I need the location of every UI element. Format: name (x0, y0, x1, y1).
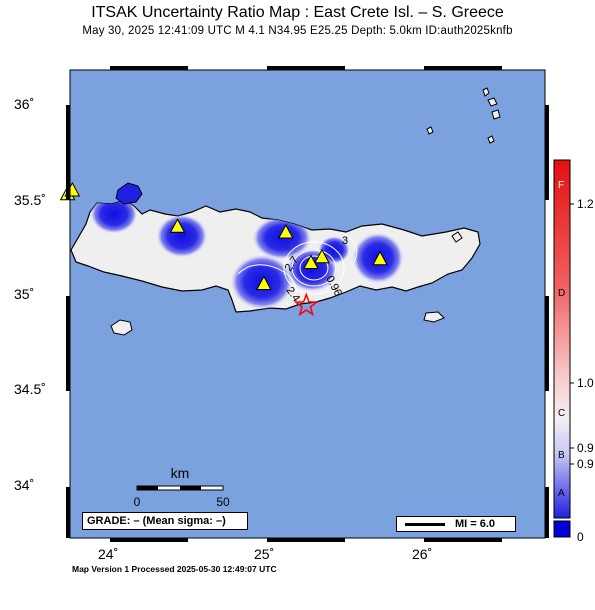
scale-bar (136, 485, 224, 491)
station-triangle (278, 223, 294, 239)
lon-label-26: 26˚ (412, 546, 433, 562)
lat-label-34-5: 34.5˚ (14, 381, 46, 397)
colorbar-value-0: 0 (577, 530, 584, 544)
colorbar-grade-a: A (558, 488, 565, 499)
contour-label: 3 (342, 235, 348, 247)
sea-area (70, 70, 545, 538)
lat-label-35-5: 35.5˚ (14, 192, 46, 208)
colorbar-grade-b: B (558, 450, 565, 461)
colorbar-grade-c: C (558, 408, 566, 419)
mi-legend: MI = 6.0 (396, 516, 516, 532)
frame-tick (66, 296, 70, 391)
contour-lines (237, 233, 358, 301)
lat-label-35: 35˚ (14, 286, 35, 302)
scale-unit: km (171, 465, 190, 481)
frame-tick (545, 105, 549, 200)
colorbar-grade-f: F (558, 180, 565, 191)
mi-legend-label: MI = 6.0 (455, 518, 496, 530)
frame-tick (110, 538, 188, 542)
map-title: ITSAK Uncertainty Ratio Map : East Crete… (91, 4, 504, 21)
lat-label-34: 34˚ (14, 477, 35, 493)
event-info: May 30, 2025 12:41:09 UTC M 4.1 N34.95 E… (82, 25, 513, 37)
frame-tick (110, 66, 188, 70)
colorbar-value-0-9b: 0.9 (577, 457, 594, 471)
station-triangle (256, 275, 272, 291)
epicenter-marker (293, 292, 319, 317)
epicenter-star (293, 292, 319, 317)
colorbar-value-1-0: 1.0 (577, 376, 594, 390)
lon-label-24: 24˚ (98, 546, 119, 562)
colorbar-value-0-9a: 0.9 (577, 441, 594, 455)
frame-tick (66, 105, 70, 200)
map-version-footer: Map Version 1 Processed 2025-05-30 12:49… (72, 564, 277, 574)
colorbar-ticks (570, 203, 574, 465)
small-islands (110, 87, 501, 336)
lat-label-36: 36˚ (14, 96, 35, 112)
station-triangle (169, 218, 186, 233)
frame-tick (545, 487, 549, 538)
colorbar (553, 159, 571, 519)
grade-box: GRADE: – (Mean sigma: –) (82, 512, 248, 530)
colorbar-value-1-2: 1.2 (577, 197, 594, 211)
frame-tick (66, 487, 70, 538)
colorbar-zero-swatch (553, 520, 571, 538)
frame-tick (424, 66, 502, 70)
frame-ticks (66, 66, 549, 542)
station-triangle (372, 250, 388, 266)
station-triangle (303, 254, 319, 270)
mi-legend-line (405, 523, 445, 526)
colorbar-grade-d: D (558, 288, 566, 299)
frame-tick (267, 66, 345, 70)
lon-label-25: 25˚ (254, 546, 275, 562)
frame-tick (424, 538, 502, 542)
station-triangle (314, 248, 330, 264)
scale-end: 50 (216, 495, 230, 509)
frame-tick (267, 538, 345, 542)
frame-tick (545, 296, 549, 391)
scale-start: 0 (134, 495, 141, 509)
